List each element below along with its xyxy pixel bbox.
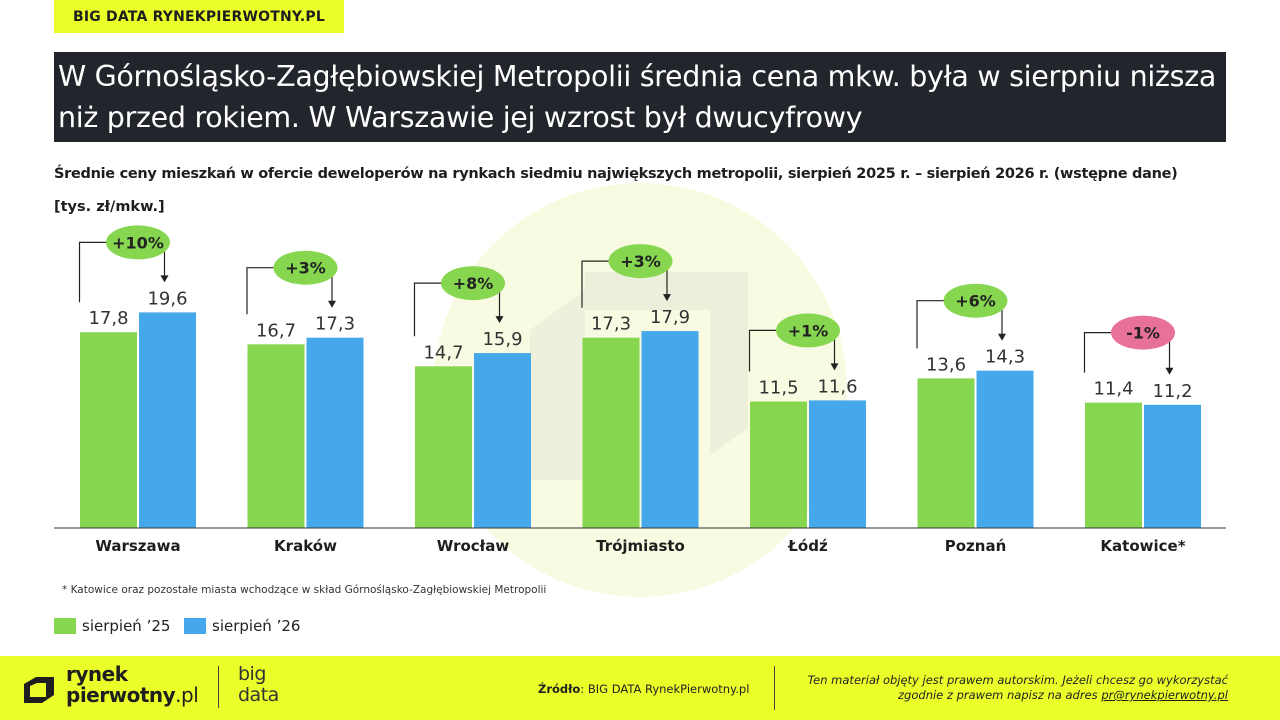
change-badge-1 [273, 250, 338, 285]
value-label-2026-0: 19,6 [147, 288, 187, 309]
value-label-2025-3: 17,3 [591, 314, 631, 335]
value-label-2026-1: 17,3 [315, 314, 355, 335]
logo-line-2: pierwotny [66, 683, 176, 707]
change-arrowhead-6 [1165, 367, 1174, 375]
page-title: W Górnośląsko-Zagłębiowskiej Metropolii … [58, 60, 1217, 134]
bigdata-line-2: data [238, 684, 279, 706]
value-label-2026-2: 15,9 [482, 329, 522, 350]
rynek-logo-icon [24, 677, 54, 703]
legend-item-2025: sierpień ’25 [54, 617, 170, 635]
legend-label-2025: sierpień ’25 [82, 617, 171, 635]
change-badge-4 [776, 313, 840, 348]
value-label-2026-4: 11,6 [817, 376, 857, 397]
bar-2025-3 [582, 337, 640, 528]
value-label-2025-5: 13,6 [926, 354, 966, 375]
footer: rynek pierwotny.pl big data Źródło: BIG … [0, 656, 1280, 720]
copyright-line-1: Ten materiał objęty jest prawem autorski… [807, 673, 1228, 687]
bar-2026-5 [976, 370, 1034, 528]
change-label-2: +8% [453, 274, 494, 293]
bigdata-line-1: big [238, 663, 266, 685]
copyright-note: Ten materiał objęty jest prawem autorski… [778, 673, 1228, 703]
change-label-6: -1% [1126, 324, 1160, 343]
change-arrowhead-4 [830, 363, 839, 371]
legend-item-2026: sierpień ’26 [184, 617, 300, 635]
value-label-2025-1: 16,7 [256, 320, 296, 341]
legend-swatch-2025 [54, 618, 76, 634]
change-arrowhead-1 [328, 300, 336, 308]
brand-tag: BIG DATA RYNEKPIERWOTNY.PL [54, 0, 344, 33]
unit-label: [tys. zł/mkw.] [54, 199, 165, 215]
source-label: Źródło [538, 682, 581, 696]
category-label-2: Wrocław [437, 537, 510, 555]
category-label-3: Trójmiasto [596, 537, 685, 555]
value-label-2025-6: 11,4 [1093, 379, 1133, 400]
footer-divider [774, 666, 775, 710]
change-badge-6 [1111, 315, 1175, 350]
change-label-0: +10% [112, 233, 164, 252]
value-label-2026-6: 11,2 [1152, 381, 1192, 402]
bar-2025-2 [415, 366, 472, 528]
change-arrowhead-5 [998, 333, 1006, 341]
change-badge-3 [608, 244, 673, 279]
bar-2025-4 [750, 401, 807, 528]
logo-line-1: rynek [66, 662, 128, 686]
change-arrowhead-2 [495, 316, 504, 324]
watermark-logo-shape [585, 272, 748, 455]
value-label-2026-5: 14,3 [985, 347, 1025, 368]
value-label-2026-3: 17,9 [650, 307, 690, 328]
change-label-4: +1% [788, 321, 829, 340]
value-label-2025-2: 14,7 [423, 342, 463, 363]
change-arrowhead-3 [663, 294, 671, 302]
logo-suffix: .pl [175, 683, 199, 707]
legend-label-2026: sierpień ’26 [212, 617, 301, 635]
watermark-logo-shape-left [530, 290, 585, 480]
title-bar: W Górnośląsko-Zagłębiowskiej Metropolii … [54, 52, 1226, 142]
logo-divider [218, 666, 219, 708]
footnote: * Katowice oraz pozostałe miasta wchodzą… [62, 584, 547, 596]
source-note: Źródło: BIG DATA RynekPierwotny.pl [538, 682, 749, 696]
bar-2025-5 [917, 378, 975, 528]
legend-swatch-2026 [184, 618, 206, 634]
rynek-logo-text: rynek pierwotny.pl [66, 662, 199, 707]
change-label-3: +3% [620, 252, 661, 271]
change-label-1: +3% [285, 259, 326, 278]
change-badge-2 [441, 266, 505, 301]
value-label-2025-4: 11,5 [758, 378, 798, 399]
value-label-2025-0: 17,8 [88, 308, 128, 329]
category-label-6: Katowice* [1100, 537, 1185, 555]
background-watermark [433, 183, 847, 597]
bar-2026-3 [641, 331, 699, 528]
bar-2025-1 [247, 344, 305, 528]
bar-2026-4 [809, 400, 866, 528]
copyright-line-2: zgodnie z prawem napisz na adres [898, 688, 1102, 702]
change-badge-0 [106, 225, 170, 260]
category-label-4: Łódź [787, 537, 828, 555]
bar-2025-0 [80, 332, 137, 528]
bar-2026-2 [474, 353, 531, 528]
change-arrowhead-0 [160, 275, 169, 283]
bar-2026-0 [139, 312, 196, 528]
change-label-5: +6% [955, 292, 996, 311]
category-label-0: Warszawa [95, 537, 180, 555]
bigdata-logo-text: big data [238, 664, 279, 706]
chart-subtitle: Średnie ceny mieszkań w ofercie dewelope… [54, 166, 1178, 182]
bar-2026-1 [306, 337, 364, 528]
bar-2025-6 [1085, 402, 1142, 528]
copyright-email-link[interactable]: pr@rynekpierwotny.pl [1101, 688, 1228, 702]
source-text: : BIG DATA RynekPierwotny.pl [580, 682, 750, 696]
change-badge-5 [943, 283, 1008, 318]
bar-2026-6 [1144, 404, 1201, 528]
category-label-5: Poznań [945, 537, 1007, 555]
category-label-1: Kraków [274, 537, 337, 555]
